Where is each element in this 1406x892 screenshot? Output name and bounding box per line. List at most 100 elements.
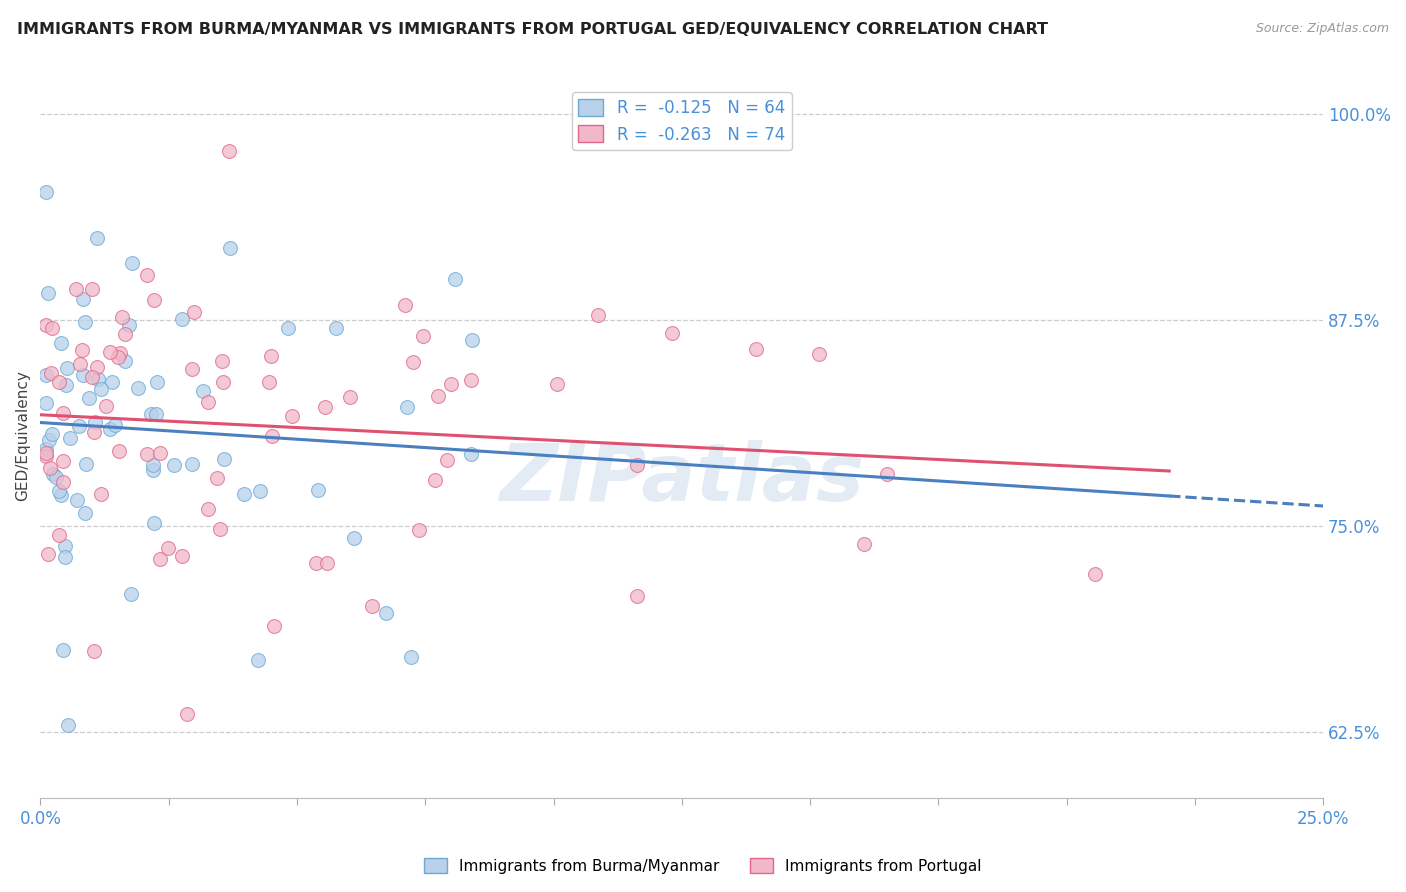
Legend: R =  -0.125   N = 64, R =  -0.263   N = 74: R = -0.125 N = 64, R = -0.263 N = 74 [572, 92, 792, 150]
Point [90, 487, 112, 501]
Point [412, 328, 434, 343]
Point [142, 516, 165, 531]
Point [86, 231, 108, 245]
Point [586, 308, 609, 322]
Legend: Immigrants from Burma/Myanmar, Immigrants from Portugal: Immigrants from Burma/Myanmar, Immigrant… [418, 852, 988, 880]
Point [111, 310, 134, 325]
Point [118, 318, 141, 333]
Point [314, 400, 336, 414]
Point [661, 326, 683, 341]
Point [249, 484, 271, 499]
Point [52, 475, 75, 489]
Point [260, 429, 283, 443]
Point [361, 599, 384, 614]
Point [83, 415, 105, 429]
Point [48, 528, 70, 542]
Point [876, 467, 898, 481]
Point [39, 461, 62, 475]
Point [218, 144, 240, 158]
Point [51, 488, 73, 502]
Point [98, 344, 121, 359]
Point [263, 619, 285, 633]
Point [66, 492, 89, 507]
Point [180, 362, 202, 376]
Point [121, 255, 143, 269]
Point [55, 378, 77, 392]
Point [394, 298, 416, 312]
Point [108, 345, 131, 359]
Point [157, 541, 180, 555]
Point [626, 590, 648, 604]
Point [65, 282, 87, 296]
Point [191, 384, 214, 398]
Point [34, 449, 56, 463]
Point [218, 240, 240, 254]
Point [114, 326, 136, 341]
Point [460, 373, 482, 387]
Point [181, 458, 204, 472]
Point [56, 717, 79, 731]
Point [75, 506, 97, 520]
Point [37, 285, 59, 300]
Point [149, 551, 172, 566]
Y-axis label: GED/Equivalency: GED/Equivalency [15, 370, 30, 501]
Point [460, 447, 482, 461]
Point [315, 556, 337, 570]
Point [34, 318, 56, 332]
Point [34, 368, 56, 382]
Point [69, 358, 91, 372]
Point [82, 370, 104, 384]
Point [197, 502, 219, 516]
Point [52, 642, 75, 657]
Point [77, 391, 100, 405]
Point [423, 473, 446, 487]
Text: IMMIGRANTS FROM BURMA/MYANMAR VS IMMIGRANTS FROM PORTUGAL GED/EQUIVALENCY CORREL: IMMIGRANTS FROM BURMA/MYANMAR VS IMMIGRA… [17, 22, 1047, 37]
Point [83, 644, 105, 658]
Point [38, 433, 60, 447]
Point [461, 333, 484, 347]
Text: ZIPatlas: ZIPatlas [499, 440, 865, 518]
Point [35, 185, 58, 199]
Point [212, 375, 235, 389]
Point [34, 446, 56, 460]
Point [142, 458, 165, 472]
Point [172, 549, 194, 563]
Point [107, 444, 129, 458]
Point [114, 354, 136, 368]
Point [197, 394, 219, 409]
Point [745, 342, 768, 356]
Point [426, 389, 449, 403]
Point [209, 522, 232, 536]
Point [408, 524, 430, 538]
Point [41, 426, 63, 441]
Point [139, 407, 162, 421]
Point [436, 453, 458, 467]
Point [52, 406, 75, 420]
Point [51, 336, 73, 351]
Point [136, 447, 159, 461]
Point [143, 293, 166, 307]
Point [402, 355, 425, 369]
Point [48, 484, 70, 499]
Point [444, 272, 467, 286]
Point [45, 470, 67, 484]
Point [257, 375, 280, 389]
Point [59, 431, 82, 445]
Point [440, 376, 463, 391]
Point [808, 347, 831, 361]
Point [183, 305, 205, 319]
Point [75, 315, 97, 329]
Point [41, 320, 63, 334]
Point [56, 361, 79, 376]
Point [98, 422, 121, 436]
Point [96, 399, 118, 413]
Point [127, 381, 149, 395]
Point [34, 395, 56, 409]
Point [343, 531, 366, 545]
Point [172, 312, 194, 326]
Point [852, 537, 875, 551]
Point [101, 375, 124, 389]
Point [87, 371, 110, 385]
Point [104, 417, 127, 432]
Point [176, 707, 198, 722]
